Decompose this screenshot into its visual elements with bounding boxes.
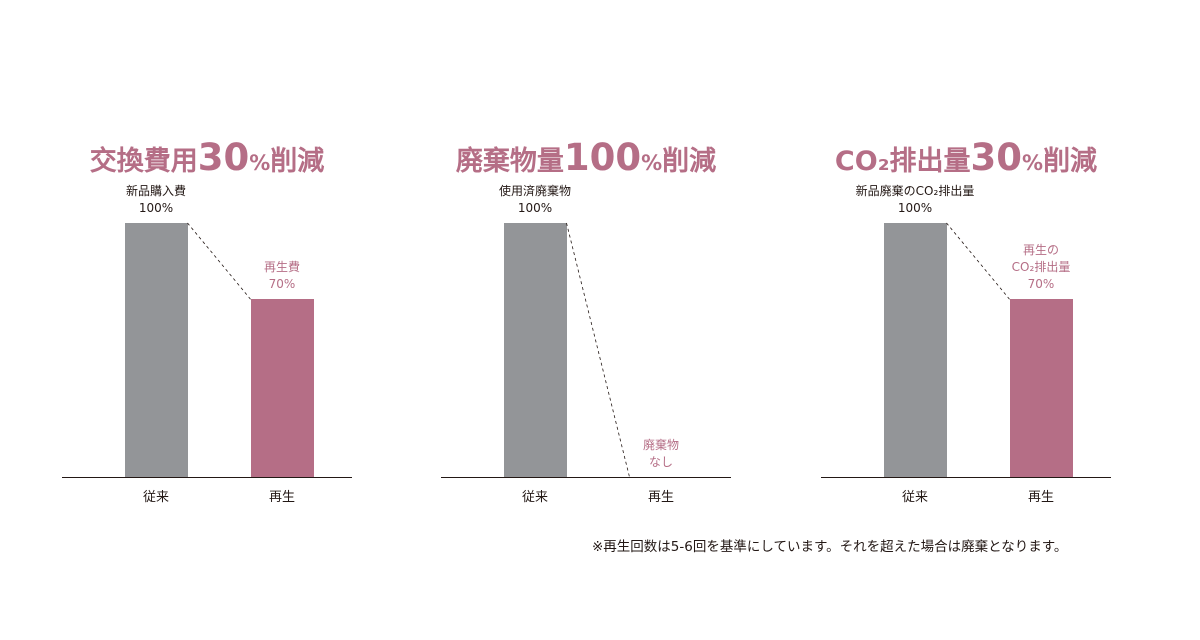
bar-従来 — [883, 223, 947, 477]
x-tick-label: 従来 — [521, 490, 549, 505]
bar-data-label-line: なし — [648, 455, 674, 469]
bar-data-label-line: 再生の — [1022, 243, 1060, 258]
bar-data-label-line: 100% — [517, 201, 553, 215]
x-axis-line — [62, 477, 352, 478]
bar-data-label: 新品購入費 100% — [126, 183, 186, 217]
x-tick-label: 従来 — [142, 490, 170, 505]
bar-data-label-line: 70% — [268, 277, 296, 292]
plot-area: 新品廃棄のCO₂排出量 100% 従来 再生の CO₂排出量 70% 再生 — [821, 130, 1111, 510]
x-tick-label: 再生 — [268, 490, 296, 505]
title-suffix: 削減 — [1043, 146, 1098, 177]
title-suffix: 削減 — [662, 146, 717, 177]
title-number: 30 — [197, 136, 250, 179]
bar-data-label: 再生費 70% — [264, 259, 300, 293]
title-text: CO₂排出量 — [834, 146, 971, 177]
title-suffix: 削減 — [270, 146, 325, 177]
dashed-connector — [566, 222, 630, 478]
footnote: ※再生回数は5-6回を基準にしています。それを超えた場合は廃棄となります。 — [592, 539, 1068, 555]
bar-data-label-line: 再生費 — [263, 260, 301, 275]
bar-data-label: 使用済廃棄物 100% — [499, 183, 571, 217]
title-percent-sign: % — [1022, 151, 1044, 175]
title-percent-sign: % — [641, 151, 663, 175]
bar-再生 — [250, 299, 314, 477]
chart-title: 廃棄物量100%削減 — [441, 130, 731, 191]
bar-data-label: 廃棄物 なし — [643, 437, 679, 471]
bar-data-label-line: CO₂排出量 — [1011, 260, 1071, 275]
bar-data-label-line: 70% — [1027, 277, 1055, 292]
bar-再生 — [1009, 299, 1073, 477]
bar-従来 — [503, 223, 567, 477]
bar-data-label-line: 100% — [897, 201, 933, 215]
chart-title: CO₂排出量30%削減 — [821, 130, 1111, 191]
chart-panel-replacement-cost: 交換費用30%削減 新品購入費 100% 従来 再生費 70% 再生 — [62, 130, 352, 510]
title-text: 交換費用 — [89, 146, 198, 177]
x-axis-line — [441, 477, 731, 478]
dashed-connector-line — [566, 222, 630, 478]
dashed-connector — [187, 222, 251, 300]
title-number: 100 — [563, 136, 642, 179]
x-tick-label: 再生 — [647, 490, 675, 505]
plot-area: 使用済廃棄物 100% 従来 廃棄物なし再生 — [441, 130, 731, 510]
chart-panel-waste-amount: 廃棄物量100%削減 使用済廃棄物 100% 従来 廃棄物 なし 再生 — [441, 130, 731, 510]
chart-panel-co2-emission: CO₂排出量30%削減 新品廃棄のCO₂排出量 100% 従来 再生の CO₂排出量 70… — [821, 130, 1111, 510]
bar-data-label-line: 新品購入費 — [125, 184, 187, 198]
bar-data-label-line: 廃棄物 — [642, 438, 680, 452]
title-text: 廃棄物量 — [455, 146, 564, 177]
title-number: 30 — [970, 136, 1023, 179]
plot-area: 新品購入費 100% 従来 再生費 70% 再生 — [62, 130, 352, 510]
x-tick-label: 再生 — [1027, 490, 1055, 505]
bar-従来 — [124, 223, 188, 477]
chart-title: 交換費用30%削減 — [62, 130, 352, 191]
title-percent-sign: % — [249, 151, 271, 175]
dashed-connector-line — [946, 222, 1010, 300]
x-tick-label: 従来 — [901, 490, 929, 505]
bar-data-label: 再生の CO₂排出量 70% — [1012, 242, 1071, 293]
x-axis-line — [821, 477, 1111, 478]
bar-data-label-line: 100% — [138, 201, 174, 215]
dashed-connector-line — [187, 222, 251, 300]
dashed-connector — [946, 222, 1010, 300]
bar-data-label-line: 新品廃棄のCO₂排出量 — [855, 184, 975, 198]
bar-data-label-line: 使用済廃棄物 — [498, 184, 572, 198]
bar-data-label: 新品廃棄のCO₂排出量 100% — [856, 183, 975, 217]
